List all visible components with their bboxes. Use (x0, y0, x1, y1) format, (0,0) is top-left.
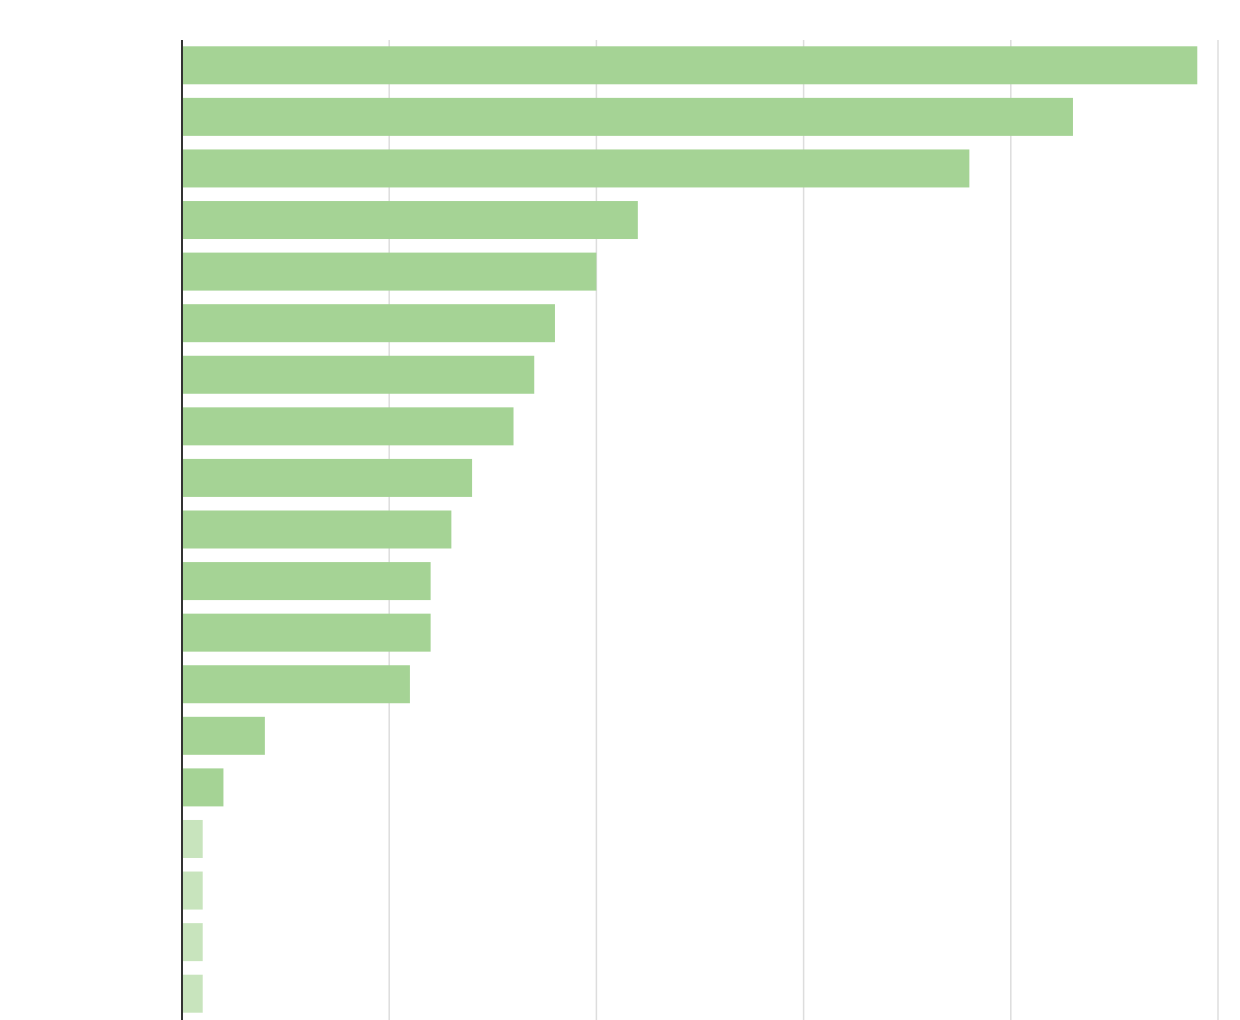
bar (182, 562, 431, 601)
bar (182, 304, 555, 343)
bar (182, 407, 514, 446)
bar (182, 201, 638, 240)
bar (182, 149, 970, 188)
bar (182, 46, 1198, 85)
bar (182, 974, 203, 1013)
bar (182, 97, 1073, 136)
bar (182, 923, 203, 962)
bar (182, 768, 224, 807)
bar (182, 252, 597, 291)
bar (182, 871, 203, 910)
bar (182, 665, 410, 704)
bar (182, 355, 535, 394)
bar (182, 510, 452, 549)
bar (182, 819, 203, 858)
bar (182, 613, 431, 652)
bar (182, 458, 473, 497)
bars (182, 46, 1198, 1013)
bar (182, 716, 265, 755)
